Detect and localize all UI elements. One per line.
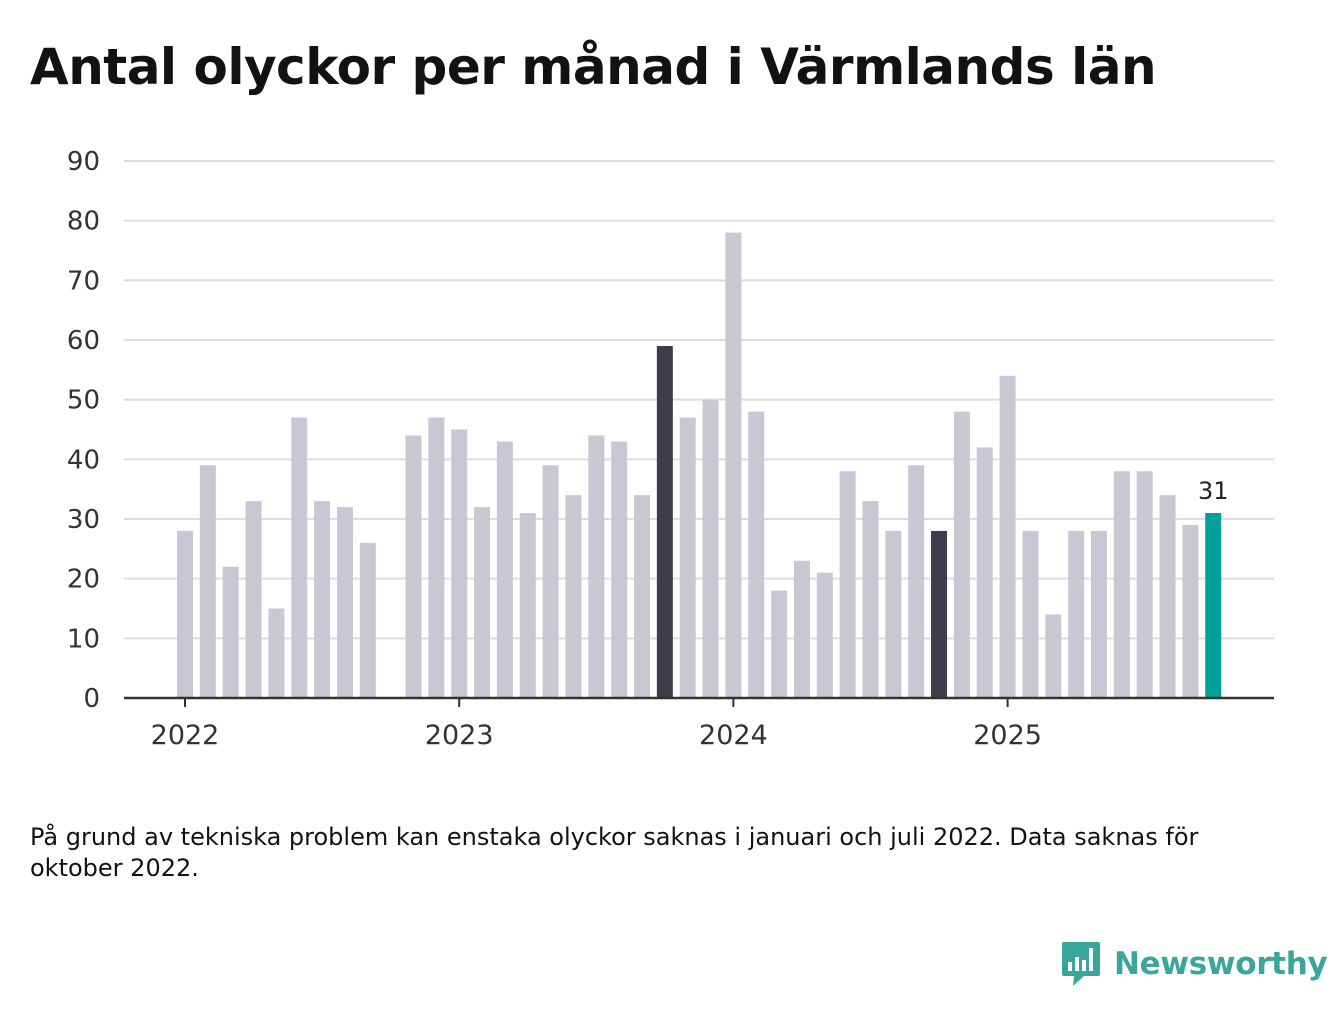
bar-2023-04 (519, 513, 536, 698)
bar-2025-04 (1068, 530, 1085, 698)
newsworthy-logo[interactable]: Newsworthy (1060, 940, 1328, 988)
bar-2023-08 (611, 441, 628, 698)
x-axis-ticks: 2022 2023 2024 2025 (151, 698, 1042, 751)
data-label: 31 (1198, 477, 1229, 505)
brand-name: Newsworthy (1114, 946, 1328, 982)
bar-2023-01 (451, 429, 468, 698)
bar-2022-07 (314, 501, 331, 698)
bar-2024-02 (748, 411, 765, 698)
bar-2023-06 (565, 495, 582, 698)
bar-2024-04 (793, 560, 810, 698)
bar-2024-09 (908, 465, 925, 698)
y-tick-label: 40 (67, 445, 100, 475)
bar-2024-12 (976, 447, 993, 698)
bar-2025-01 (999, 375, 1016, 698)
bar-2025-10 (1205, 513, 1222, 698)
bar-2024-11 (953, 411, 970, 698)
bar-2023-09 (634, 495, 650, 698)
x-tick-label: 2025 (973, 720, 1042, 751)
bar-2022-08 (336, 507, 353, 698)
bar-2022-05 (268, 608, 285, 698)
bar-2025-09 (1182, 524, 1199, 698)
bar-2024-01 (725, 232, 742, 698)
bar-2023-03 (496, 441, 513, 698)
y-tick-label: 0 (83, 684, 100, 714)
y-axis-ticks: 0 10 20 30 40 50 60 70 80 90 (67, 147, 100, 714)
bar-2023-10 (656, 345, 673, 698)
bar-2022-12 (428, 417, 445, 698)
bar-2025-05 (1091, 530, 1107, 698)
bar-2022-04 (245, 501, 262, 698)
bar-2024-03 (771, 590, 788, 698)
y-tick-label: 10 (67, 624, 100, 654)
bar-2022-02 (199, 465, 216, 698)
y-tick-label: 30 (67, 505, 100, 535)
bar-series (177, 232, 1222, 698)
bar-chart: 0 10 20 30 40 50 60 70 80 90 2022 2023 2024 2025 31 (67, 147, 1274, 751)
newsworthy-logo-icon (1062, 942, 1100, 986)
bar-2022-06 (291, 417, 308, 698)
y-tick-label: 80 (67, 207, 100, 237)
x-tick-label: 2024 (699, 720, 768, 751)
y-tick-label: 60 (67, 326, 100, 356)
bar-2025-08 (1159, 495, 1176, 698)
y-tick-label: 70 (67, 266, 100, 296)
bar-2022-03 (222, 566, 239, 698)
bar-2024-10 (931, 530, 948, 698)
chart-title: Antal olyckor per månad i Värmlands län (30, 38, 1157, 96)
data-labels: 31 (1198, 477, 1229, 505)
bar-2023-07 (588, 435, 605, 698)
bar-2023-02 (474, 507, 491, 698)
y-tick-label: 50 (67, 386, 100, 416)
bar-2024-06 (839, 471, 856, 698)
bar-2022-09 (359, 542, 376, 698)
bar-2025-06 (1113, 471, 1130, 698)
y-tick-label: 90 (67, 147, 100, 177)
y-tick-label: 20 (67, 565, 100, 595)
bar-2023-12 (702, 399, 719, 698)
bar-2025-03 (1045, 614, 1062, 698)
bar-2025-07 (1136, 471, 1153, 698)
bar-2023-05 (542, 465, 559, 698)
x-tick-label: 2023 (425, 720, 494, 751)
bar-2025-02 (1022, 530, 1039, 698)
bar-2024-05 (816, 572, 833, 698)
footnote: På grund av tekniska problem kan enstaka… (30, 823, 1199, 882)
bar-2024-08 (885, 530, 902, 698)
bar-2023-11 (679, 417, 696, 698)
x-tick-label: 2022 (151, 720, 220, 751)
bar-2024-07 (862, 501, 879, 698)
bar-2022-01 (177, 530, 193, 698)
bar-2022-11 (405, 435, 422, 698)
